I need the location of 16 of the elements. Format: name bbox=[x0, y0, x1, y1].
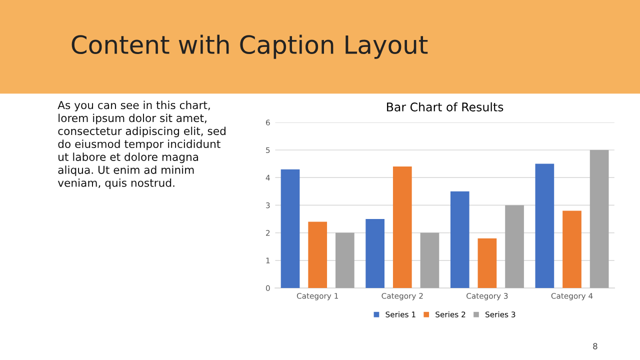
bar bbox=[478, 238, 497, 288]
bar bbox=[392, 166, 412, 288]
bar bbox=[535, 164, 554, 288]
bar bbox=[308, 222, 328, 288]
bar bbox=[366, 219, 384, 288]
chart-title: Bar Chart of Results bbox=[387, 102, 504, 112]
bar bbox=[280, 169, 300, 288]
bar bbox=[450, 191, 470, 288]
text: Content with Caption Layout bbox=[72, 34, 428, 59]
bar bbox=[505, 205, 524, 288]
bar bbox=[420, 232, 440, 288]
text: 8 bbox=[593, 343, 598, 350]
bar bbox=[590, 150, 609, 288]
bar bbox=[562, 210, 582, 288]
bar bbox=[336, 232, 354, 288]
text: As you can see in this chart, lorem ipsum dolor sit amet, consectetur adipiscing elit, sed do eiusmod tempor incididunt ut labore et dolore magna aliqua. Ut enim ad minim veniam, quis nostrud. bbox=[58, 100, 226, 190]
